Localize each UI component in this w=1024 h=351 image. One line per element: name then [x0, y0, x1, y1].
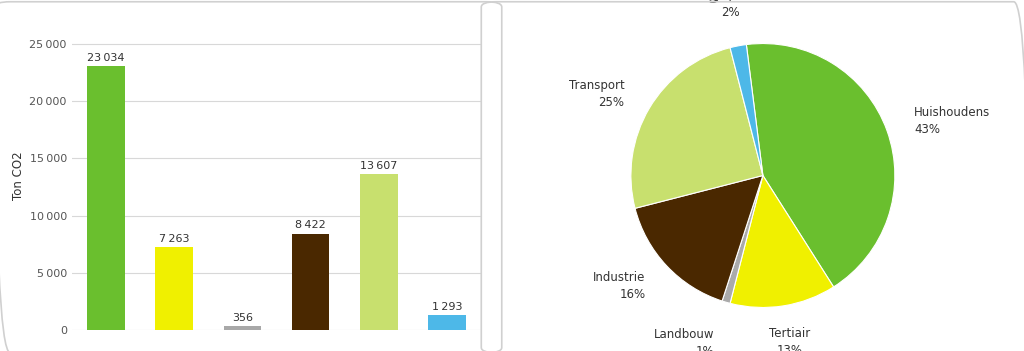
Text: 8 422: 8 422 [295, 220, 326, 230]
Text: 1 293: 1 293 [432, 302, 463, 312]
Text: Gemeentelijke diensten
2%: Gemeentelijke diensten 2% [659, 0, 801, 19]
Wedge shape [635, 176, 763, 301]
Bar [360, 174, 397, 330]
Text: 356: 356 [231, 313, 253, 323]
Bar [223, 326, 261, 330]
Bar [156, 247, 193, 330]
Text: Tertiair
13%: Tertiair 13% [769, 327, 810, 351]
Wedge shape [722, 176, 763, 303]
Bar [292, 234, 330, 330]
Wedge shape [746, 44, 895, 287]
Text: 13 607: 13 607 [360, 161, 397, 171]
Text: Huishoudens
43%: Huishoudens 43% [914, 106, 990, 136]
Text: Landbouw
1%: Landbouw 1% [653, 328, 715, 351]
Text: 7 263: 7 263 [159, 234, 189, 244]
Bar [428, 315, 466, 330]
Bar [87, 66, 125, 330]
Wedge shape [730, 176, 834, 307]
Text: Industrie
16%: Industrie 16% [593, 271, 645, 301]
Title: Verdeling CO2-uitstoot 2011: Verdeling CO2-uitstoot 2011 [630, 0, 896, 4]
Text: 23 034: 23 034 [87, 53, 125, 63]
Wedge shape [730, 45, 763, 176]
Y-axis label: Ton CO2: Ton CO2 [12, 151, 26, 200]
Wedge shape [631, 48, 763, 208]
Text: Transport
25%: Transport 25% [568, 79, 625, 108]
